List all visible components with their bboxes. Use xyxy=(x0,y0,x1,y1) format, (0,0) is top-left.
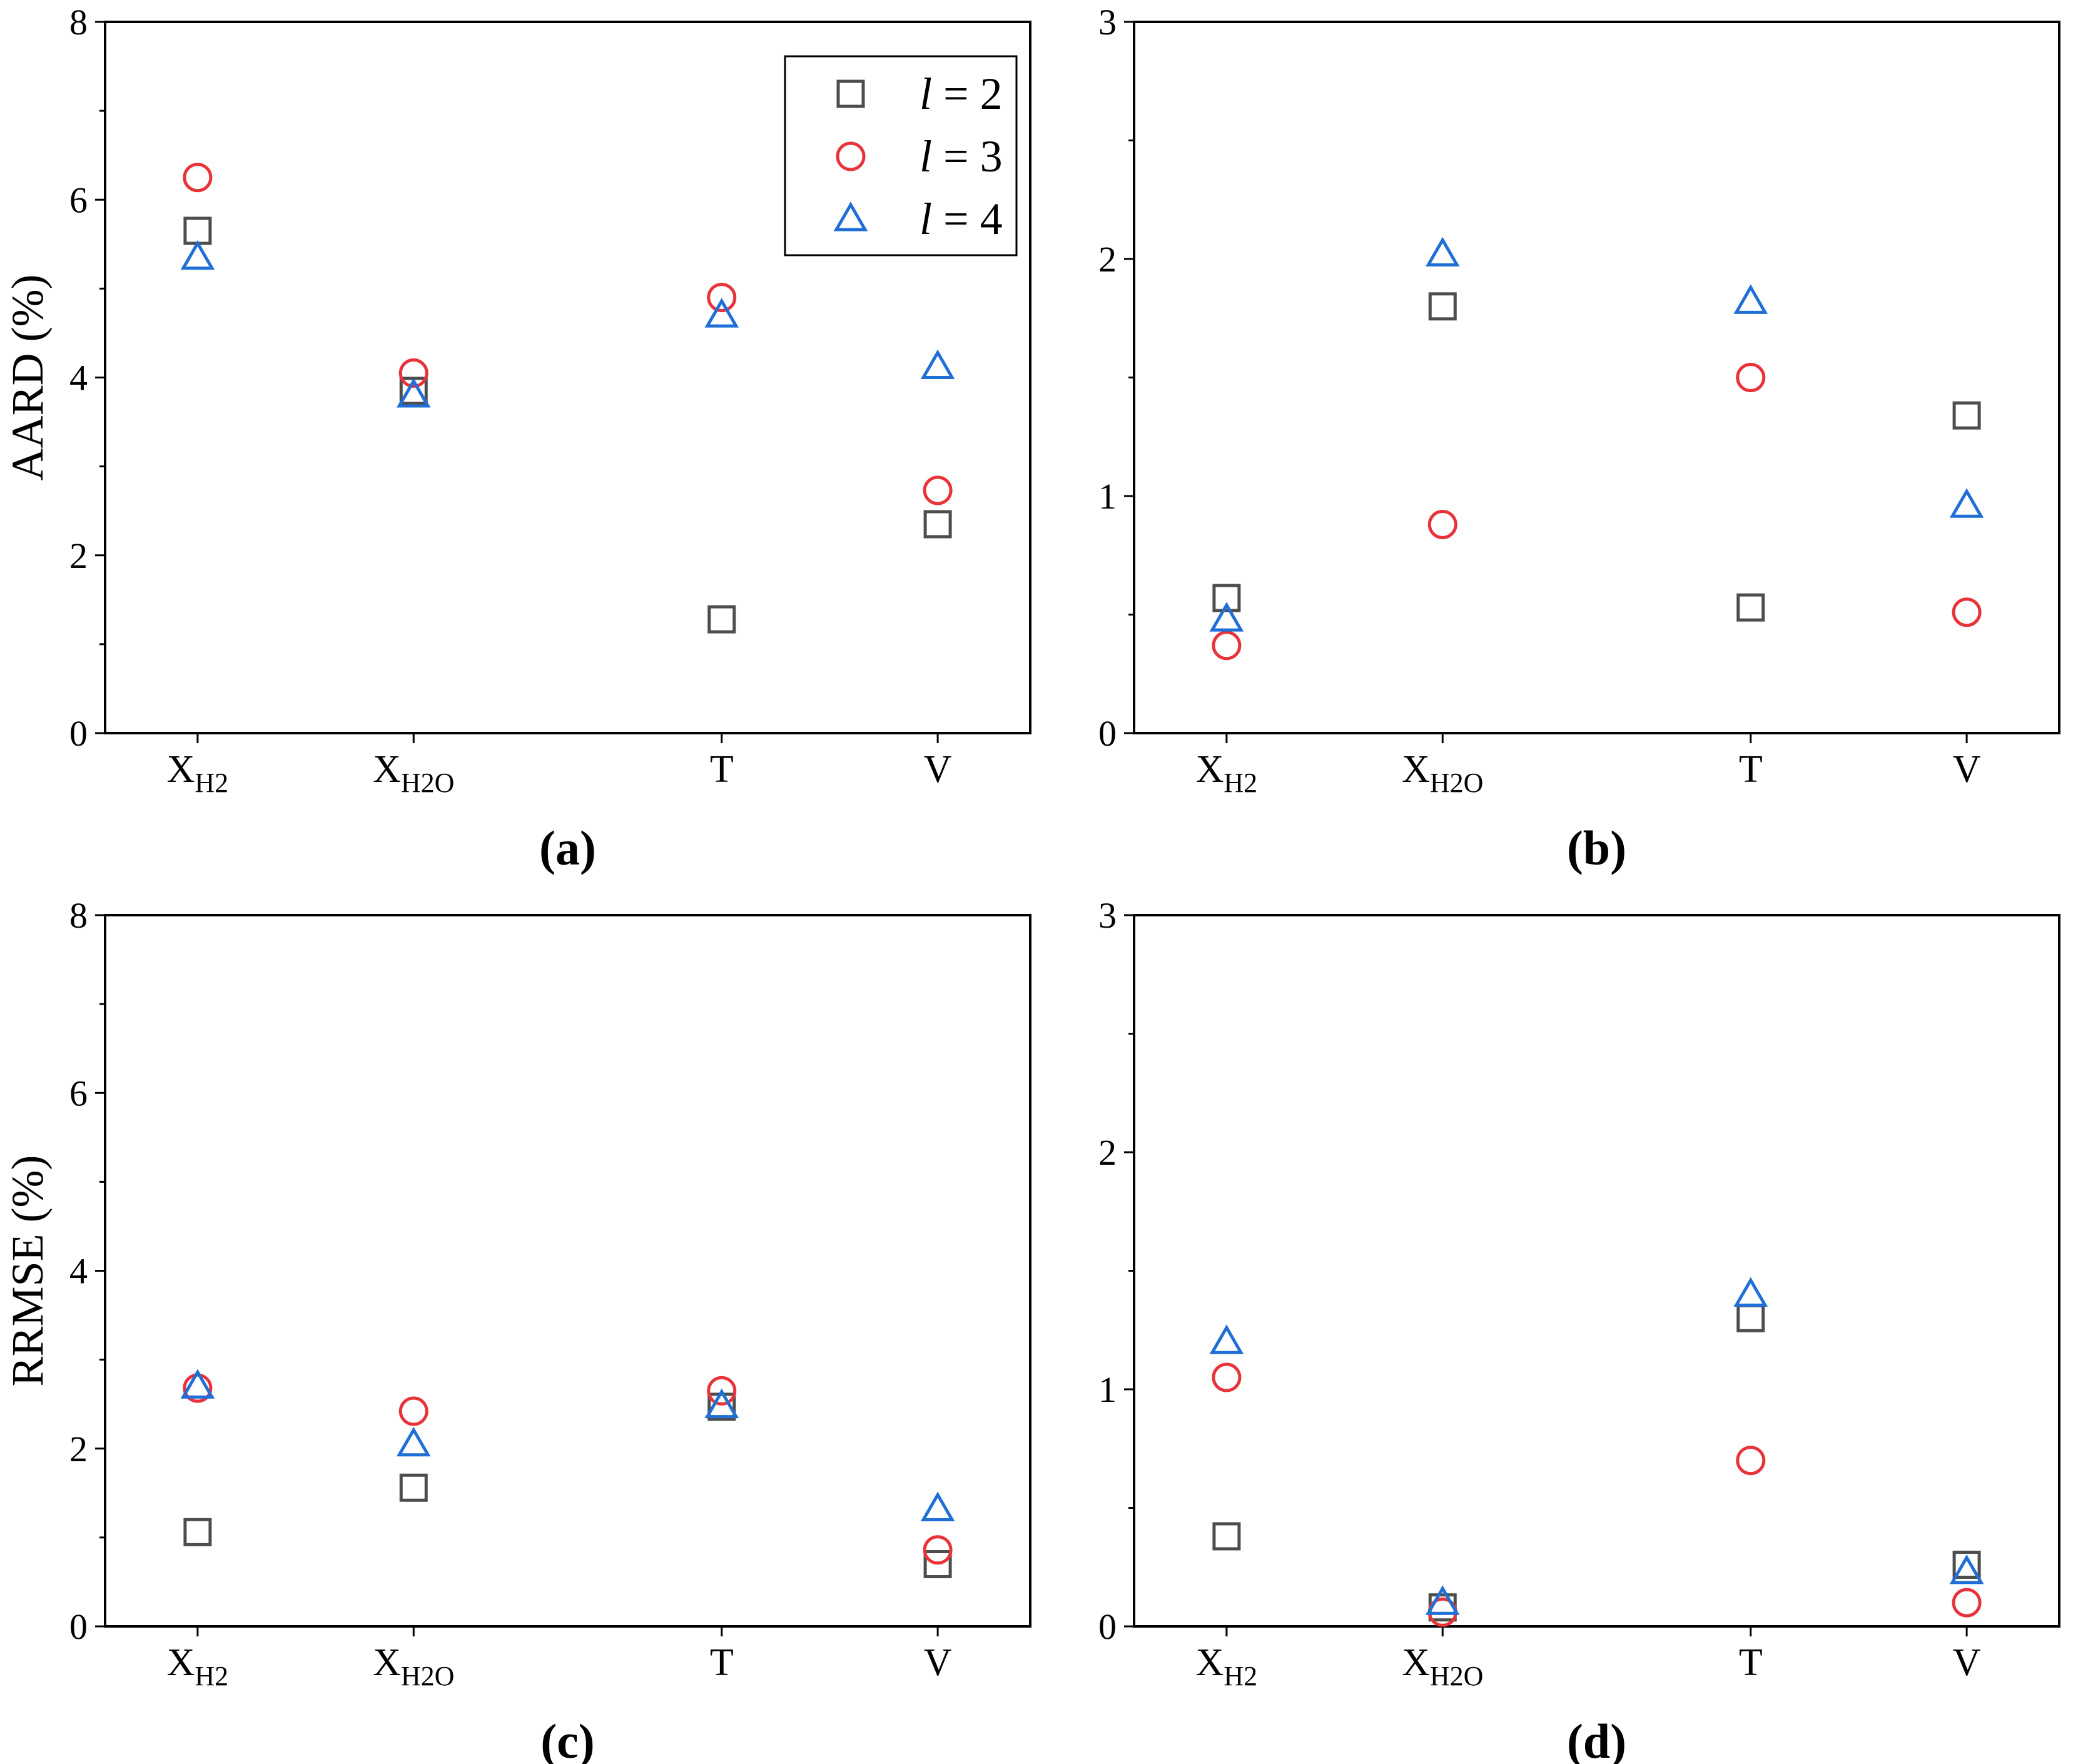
data-point-l3 xyxy=(707,1376,737,1406)
panel-a: 0 2 4 6 8 XH2 XH2O T V AARD (%) (a) xyxy=(3,2,1031,875)
panel-label: (a) xyxy=(539,821,596,875)
data-point-l2 xyxy=(1736,1304,1765,1332)
x-tick-label: XH2O xyxy=(373,748,454,798)
data-point-l2 xyxy=(1736,593,1765,622)
data-point-l4 xyxy=(704,1388,739,1419)
y-tick-label: 4 xyxy=(69,1251,88,1292)
data-point-l4 xyxy=(920,349,955,380)
data-point-l3 xyxy=(1736,363,1766,392)
y-tick-label: 0 xyxy=(69,1606,88,1647)
x-tick-label: T xyxy=(1739,748,1763,791)
data-point-l3 xyxy=(1952,597,1982,627)
x-tick-label: XH2 xyxy=(1196,748,1258,798)
plot-frame xyxy=(1133,914,2060,1628)
data-point-l2 xyxy=(1428,292,1457,321)
y-tick-label: 3 xyxy=(1098,2,1117,43)
data-point-l4 xyxy=(180,1369,215,1399)
data-point-l4 xyxy=(1949,1554,1984,1584)
data-point-l2 xyxy=(183,216,212,245)
x-tick-label: XH2 xyxy=(1196,1641,1258,1691)
data-point-l2 xyxy=(183,1518,212,1546)
y-tick-label: 2 xyxy=(69,1429,88,1469)
y-tick-label: 6 xyxy=(69,180,88,220)
data-point-l3 xyxy=(923,475,953,505)
x-tick-label: T xyxy=(710,748,734,791)
y-tick-label: 1 xyxy=(1098,476,1117,517)
x-tick-label: V xyxy=(1953,748,1981,791)
data-point-l4 xyxy=(1425,236,1460,267)
data-point-l2 xyxy=(1952,401,1981,430)
legend: l = 2 l = 3 l = 4 xyxy=(784,55,1018,256)
y-tick-label: 3 xyxy=(1098,895,1117,936)
data-point-l2 xyxy=(1952,1550,1981,1579)
x-tick-label: T xyxy=(710,1641,734,1684)
y-tick-label: 6 xyxy=(69,1073,88,1113)
data-point-l3 xyxy=(1736,1446,1766,1476)
legend-label: l = 2 xyxy=(920,69,1003,119)
data-point-l3 xyxy=(1212,631,1242,661)
data-point-l3 xyxy=(398,1396,428,1426)
y-axis-label: RRMSE (%) xyxy=(3,1155,53,1386)
y-tick-label: 1 xyxy=(1098,1369,1117,1410)
data-point-l3 xyxy=(1952,1588,1982,1618)
x-tick-label: T xyxy=(1739,1641,1763,1684)
plot-frame xyxy=(104,914,1031,1628)
plot-frame xyxy=(1133,21,2060,734)
legend-marker-l2 xyxy=(836,79,865,108)
data-point-l2 xyxy=(707,605,736,634)
y-tick-label: 0 xyxy=(1098,713,1117,754)
y-tick-label: 0 xyxy=(1098,1606,1117,1647)
data-point-l4 xyxy=(1733,1277,1768,1307)
legend-marker-l3 xyxy=(836,141,866,171)
x-tick-label: XH2 xyxy=(167,1641,229,1691)
x-tick-label: V xyxy=(924,1641,952,1684)
legend-marker-l4 xyxy=(833,201,868,231)
x-tick-label: XH2 xyxy=(167,748,229,798)
data-point-l4 xyxy=(920,1491,955,1521)
y-tick-label: 2 xyxy=(69,535,88,576)
legend-label: l = 3 xyxy=(920,131,1003,181)
y-tick-label: 8 xyxy=(69,895,88,936)
data-point-l2 xyxy=(923,1550,952,1579)
data-point-l2 xyxy=(923,510,952,539)
data-point-l4 xyxy=(1733,284,1768,314)
data-point-l2 xyxy=(1212,1522,1241,1551)
data-point-l4 xyxy=(1209,1324,1244,1354)
panel-label: (b) xyxy=(1567,821,1626,875)
data-point-l2 xyxy=(399,1473,428,1502)
x-tick-label: V xyxy=(924,748,952,791)
data-point-l3 xyxy=(1427,509,1457,539)
data-point-l3 xyxy=(1212,1362,1242,1392)
y-axis-label: AARD (%) xyxy=(3,275,53,481)
data-point-l3 xyxy=(707,283,737,313)
data-point-l3 xyxy=(398,358,428,388)
data-point-l4 xyxy=(396,1426,431,1457)
panel-c: 0 2 4 6 8 XH2 XH2O T V RRMSE (%) (c) xyxy=(3,895,1031,1764)
legend-label: l = 4 xyxy=(920,194,1003,244)
x-tick-label: V xyxy=(1953,1641,1981,1684)
x-tick-label: XH2O xyxy=(373,1641,454,1691)
data-point-l4 xyxy=(1209,602,1244,632)
data-point-l2 xyxy=(1212,584,1241,612)
panel-d: 0 1 2 3 XH2 XH2O T V (d) xyxy=(1098,895,2060,1764)
legend-box xyxy=(784,55,1018,256)
x-tick-label: XH2O xyxy=(1402,1641,1483,1691)
data-point-l4 xyxy=(396,378,431,408)
panel-b: 0 1 2 3 XH2 XH2O T V (b) xyxy=(1098,2,2060,875)
y-tick-label: 2 xyxy=(1098,1132,1117,1173)
data-point-l4 xyxy=(180,240,215,270)
panel-label: (d) xyxy=(1567,1714,1626,1764)
data-point-l3 xyxy=(183,163,213,193)
data-point-l4 xyxy=(704,298,739,328)
y-tick-label: 0 xyxy=(69,713,88,754)
y-tick-label: 8 xyxy=(69,2,88,43)
data-point-l4 xyxy=(1949,488,1984,518)
y-tick-label: 4 xyxy=(69,358,88,398)
panel-label: (c) xyxy=(540,1714,595,1764)
data-point-l3 xyxy=(923,1535,953,1565)
y-tick-label: 2 xyxy=(1098,239,1117,280)
x-tick-label: XH2O xyxy=(1402,748,1483,798)
data-point-l4 xyxy=(1425,1585,1460,1615)
